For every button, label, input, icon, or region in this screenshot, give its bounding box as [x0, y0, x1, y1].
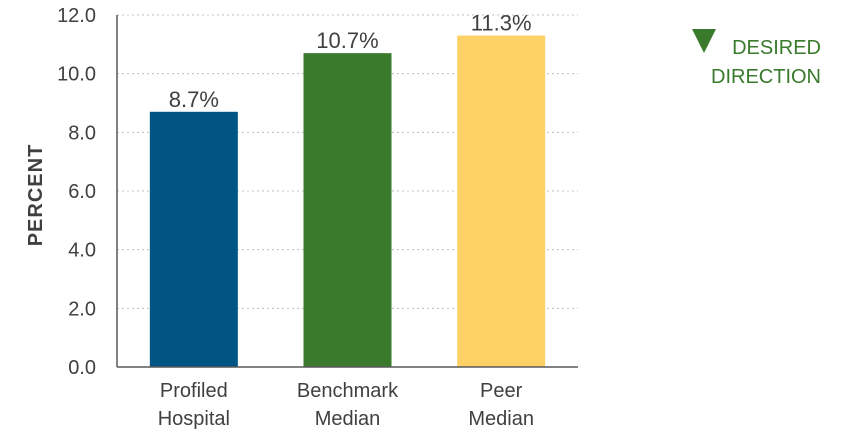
category-label: Median [315, 408, 381, 430]
category-label: Peer [480, 380, 523, 402]
y-tick-label: 2.0 [68, 298, 96, 320]
category-label: Hospital [158, 408, 230, 430]
y-axis-ticks: 0.0 2.0 4.0 6.0 8.0 10.0 12.0 [57, 5, 96, 379]
data-label: 10.7% [316, 28, 378, 53]
y-tick-label: 8.0 [68, 122, 96, 144]
down-triangle-icon [692, 29, 716, 53]
data-label: 8.7% [169, 87, 219, 112]
y-tick-label: 4.0 [68, 240, 96, 262]
data-label: 11.3% [471, 11, 532, 36]
legend-line-2: DIRECTION [711, 66, 821, 88]
category-label: Profiled [160, 380, 228, 402]
legend-line-1: DESIRED [732, 37, 821, 59]
y-tick-label: 6.0 [68, 181, 96, 203]
category-label: Median [468, 408, 534, 430]
category-labels: Profiled Hospital Benchmark Median Peer Media… [158, 380, 534, 430]
bar [457, 35, 546, 368]
y-tick-label: 12.0 [57, 5, 96, 27]
bar [303, 53, 392, 368]
data-labels: 8.7% 10.7% 11.3% [169, 11, 532, 112]
y-tick-label: 10.0 [57, 64, 96, 86]
y-tick-label: 0.0 [68, 357, 96, 379]
bar [149, 111, 238, 367]
y-axis-title: PERCENT [25, 144, 47, 247]
bars [149, 35, 546, 368]
category-label: Benchmark [297, 380, 399, 402]
legend: DESIRED DIRECTION [692, 29, 821, 88]
